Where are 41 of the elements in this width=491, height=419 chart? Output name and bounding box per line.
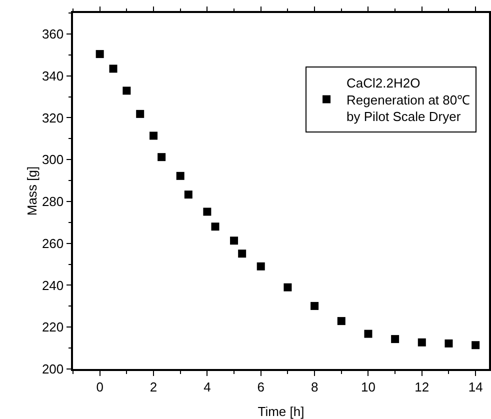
x-tick-label: 4	[204, 379, 211, 394]
y-tick-label: 340	[42, 68, 64, 84]
point	[211, 222, 220, 231]
point	[136, 110, 144, 118]
point	[337, 317, 346, 326]
point	[150, 132, 158, 140]
y-tick-label: 220	[42, 320, 64, 335]
y-tick-label: 280	[42, 194, 64, 210]
point	[158, 153, 166, 162]
point	[184, 190, 192, 199]
y-tick-label: 240	[42, 278, 64, 293]
point	[230, 236, 238, 245]
point	[284, 283, 292, 292]
point	[472, 341, 480, 350]
x-tick-label: 6	[257, 379, 264, 394]
point	[310, 302, 319, 310]
point	[109, 64, 118, 73]
y-tick-label: 300	[42, 152, 64, 168]
x-axis-title: Time [h]	[258, 404, 304, 419]
x-tick-label: 0	[96, 379, 104, 394]
y-tick-label: 200	[42, 362, 64, 377]
point	[203, 208, 212, 216]
x-tick-label: 2	[150, 379, 158, 394]
y-tick-label: 360	[42, 26, 64, 42]
legend-label: CaCl2.2H2O Regeneration at 80℃ by Pilot Scale Dryer	[346, 75, 470, 124]
x-tick-label: 10	[360, 379, 376, 394]
y-tick-label: 260	[42, 236, 64, 251]
point	[176, 172, 184, 180]
point	[418, 338, 426, 346]
y-axis-title: Mass [g]	[24, 166, 40, 216]
x-tick-label: 12	[414, 379, 430, 394]
point	[122, 86, 131, 95]
point	[364, 330, 372, 338]
point	[256, 262, 265, 270]
point	[238, 250, 246, 258]
y-tick-label: 320	[42, 110, 64, 126]
x-tick-label: 14	[468, 379, 483, 394]
point	[444, 339, 453, 348]
x-tick-label: 8	[310, 379, 318, 394]
point	[391, 335, 400, 344]
point	[96, 50, 104, 58]
